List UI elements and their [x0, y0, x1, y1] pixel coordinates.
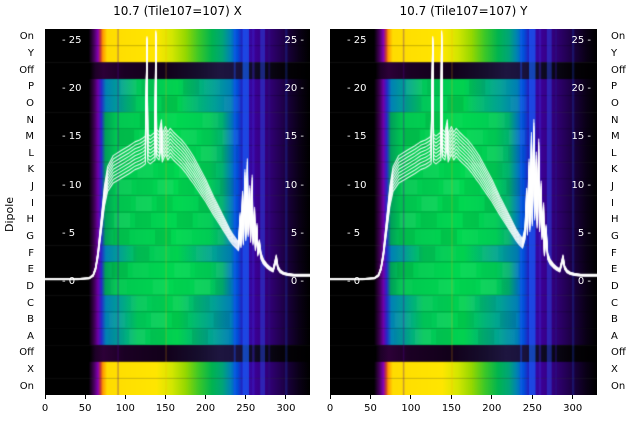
heatmap-panel-x [45, 29, 310, 395]
row-label-left: G [26, 230, 34, 242]
x-tick-mark [410, 395, 412, 399]
row-label-left: J [31, 181, 34, 193]
x-tick-mark [164, 395, 166, 399]
row-label-right: D [611, 280, 619, 292]
row-label-left: M [25, 131, 34, 143]
row-label-left: X [27, 364, 34, 376]
x-tick-label: 300 [563, 403, 583, 414]
row-label-right: C [611, 297, 618, 309]
row-label-left: E [27, 264, 34, 276]
x-tick-mark [531, 395, 533, 399]
row-label-left: N [26, 114, 34, 126]
x-tick-mark [369, 395, 371, 399]
row-label-left: Y [27, 47, 34, 59]
x-tick-label: 100 [401, 403, 421, 414]
row-label-left: C [27, 297, 34, 309]
row-label-left: D [26, 280, 34, 292]
panel-x-title: 10.7 (Tile107=107) X [113, 4, 242, 18]
row-label-right: X [611, 364, 618, 376]
panel-y-title: 10.7 (Tile107=107) Y [399, 4, 528, 18]
row-label-right: F [611, 247, 617, 259]
row-label-right: K [611, 164, 618, 176]
x-tick-label: 200 [482, 403, 502, 414]
x-tick-mark [44, 395, 46, 399]
x-tick-label: 50 [364, 403, 377, 414]
row-label-right: L [611, 147, 617, 159]
x-tick-label: 300 [276, 403, 296, 414]
row-label-right: E [611, 264, 618, 276]
x-tick-mark [491, 395, 493, 399]
row-label-right: A [611, 330, 618, 342]
row-label-left: I [31, 197, 34, 209]
row-label-left: B [27, 314, 34, 326]
row-label-left: H [26, 214, 34, 226]
row-label-right: On [611, 380, 626, 392]
x-tick-mark [572, 395, 574, 399]
row-label-left: L [28, 147, 34, 159]
x-tick-label: 0 [41, 403, 49, 414]
x-tick-mark [450, 395, 452, 399]
x-tick-mark [205, 395, 207, 399]
x-tick-mark [245, 395, 247, 399]
x-tick-label: 150 [155, 403, 175, 414]
row-label-right: M [611, 131, 620, 143]
row-label-right: G [611, 230, 619, 242]
row-label-left: F [28, 247, 34, 259]
x-tick-label: 250 [236, 403, 256, 414]
x-tick-mark [285, 395, 287, 399]
row-label-right: I [611, 197, 614, 209]
row-label-right: P [611, 81, 618, 93]
x-tick-label: 200 [196, 403, 216, 414]
row-label-left: Off [19, 347, 34, 359]
row-label-right: B [611, 314, 618, 326]
row-label-left: On [19, 31, 34, 43]
row-label-right: O [611, 97, 619, 109]
x-tick-label: 250 [522, 403, 542, 414]
row-label-right: H [611, 214, 619, 226]
x-tick-label: 100 [115, 403, 135, 414]
x-tick-label: 0 [326, 403, 334, 414]
row-label-left: Off [19, 64, 34, 76]
row-label-right: Off [611, 64, 626, 76]
heatmap-panel-y [330, 29, 597, 395]
row-label-right: Y [611, 47, 618, 59]
row-label-left: P [27, 81, 34, 93]
row-label-right: On [611, 31, 626, 43]
row-label-left: On [19, 380, 34, 392]
row-label-right: J [611, 181, 614, 193]
x-tick-mark [329, 395, 331, 399]
row-label-right: N [611, 114, 619, 126]
row-label-left: K [27, 164, 34, 176]
row-label-left: O [26, 97, 34, 109]
x-tick-label: 150 [441, 403, 461, 414]
row-label-right: Off [611, 347, 626, 359]
row-label-left: A [27, 330, 34, 342]
x-tick-label: 50 [78, 403, 92, 414]
x-tick-mark [124, 395, 126, 399]
x-tick-mark [84, 395, 86, 399]
